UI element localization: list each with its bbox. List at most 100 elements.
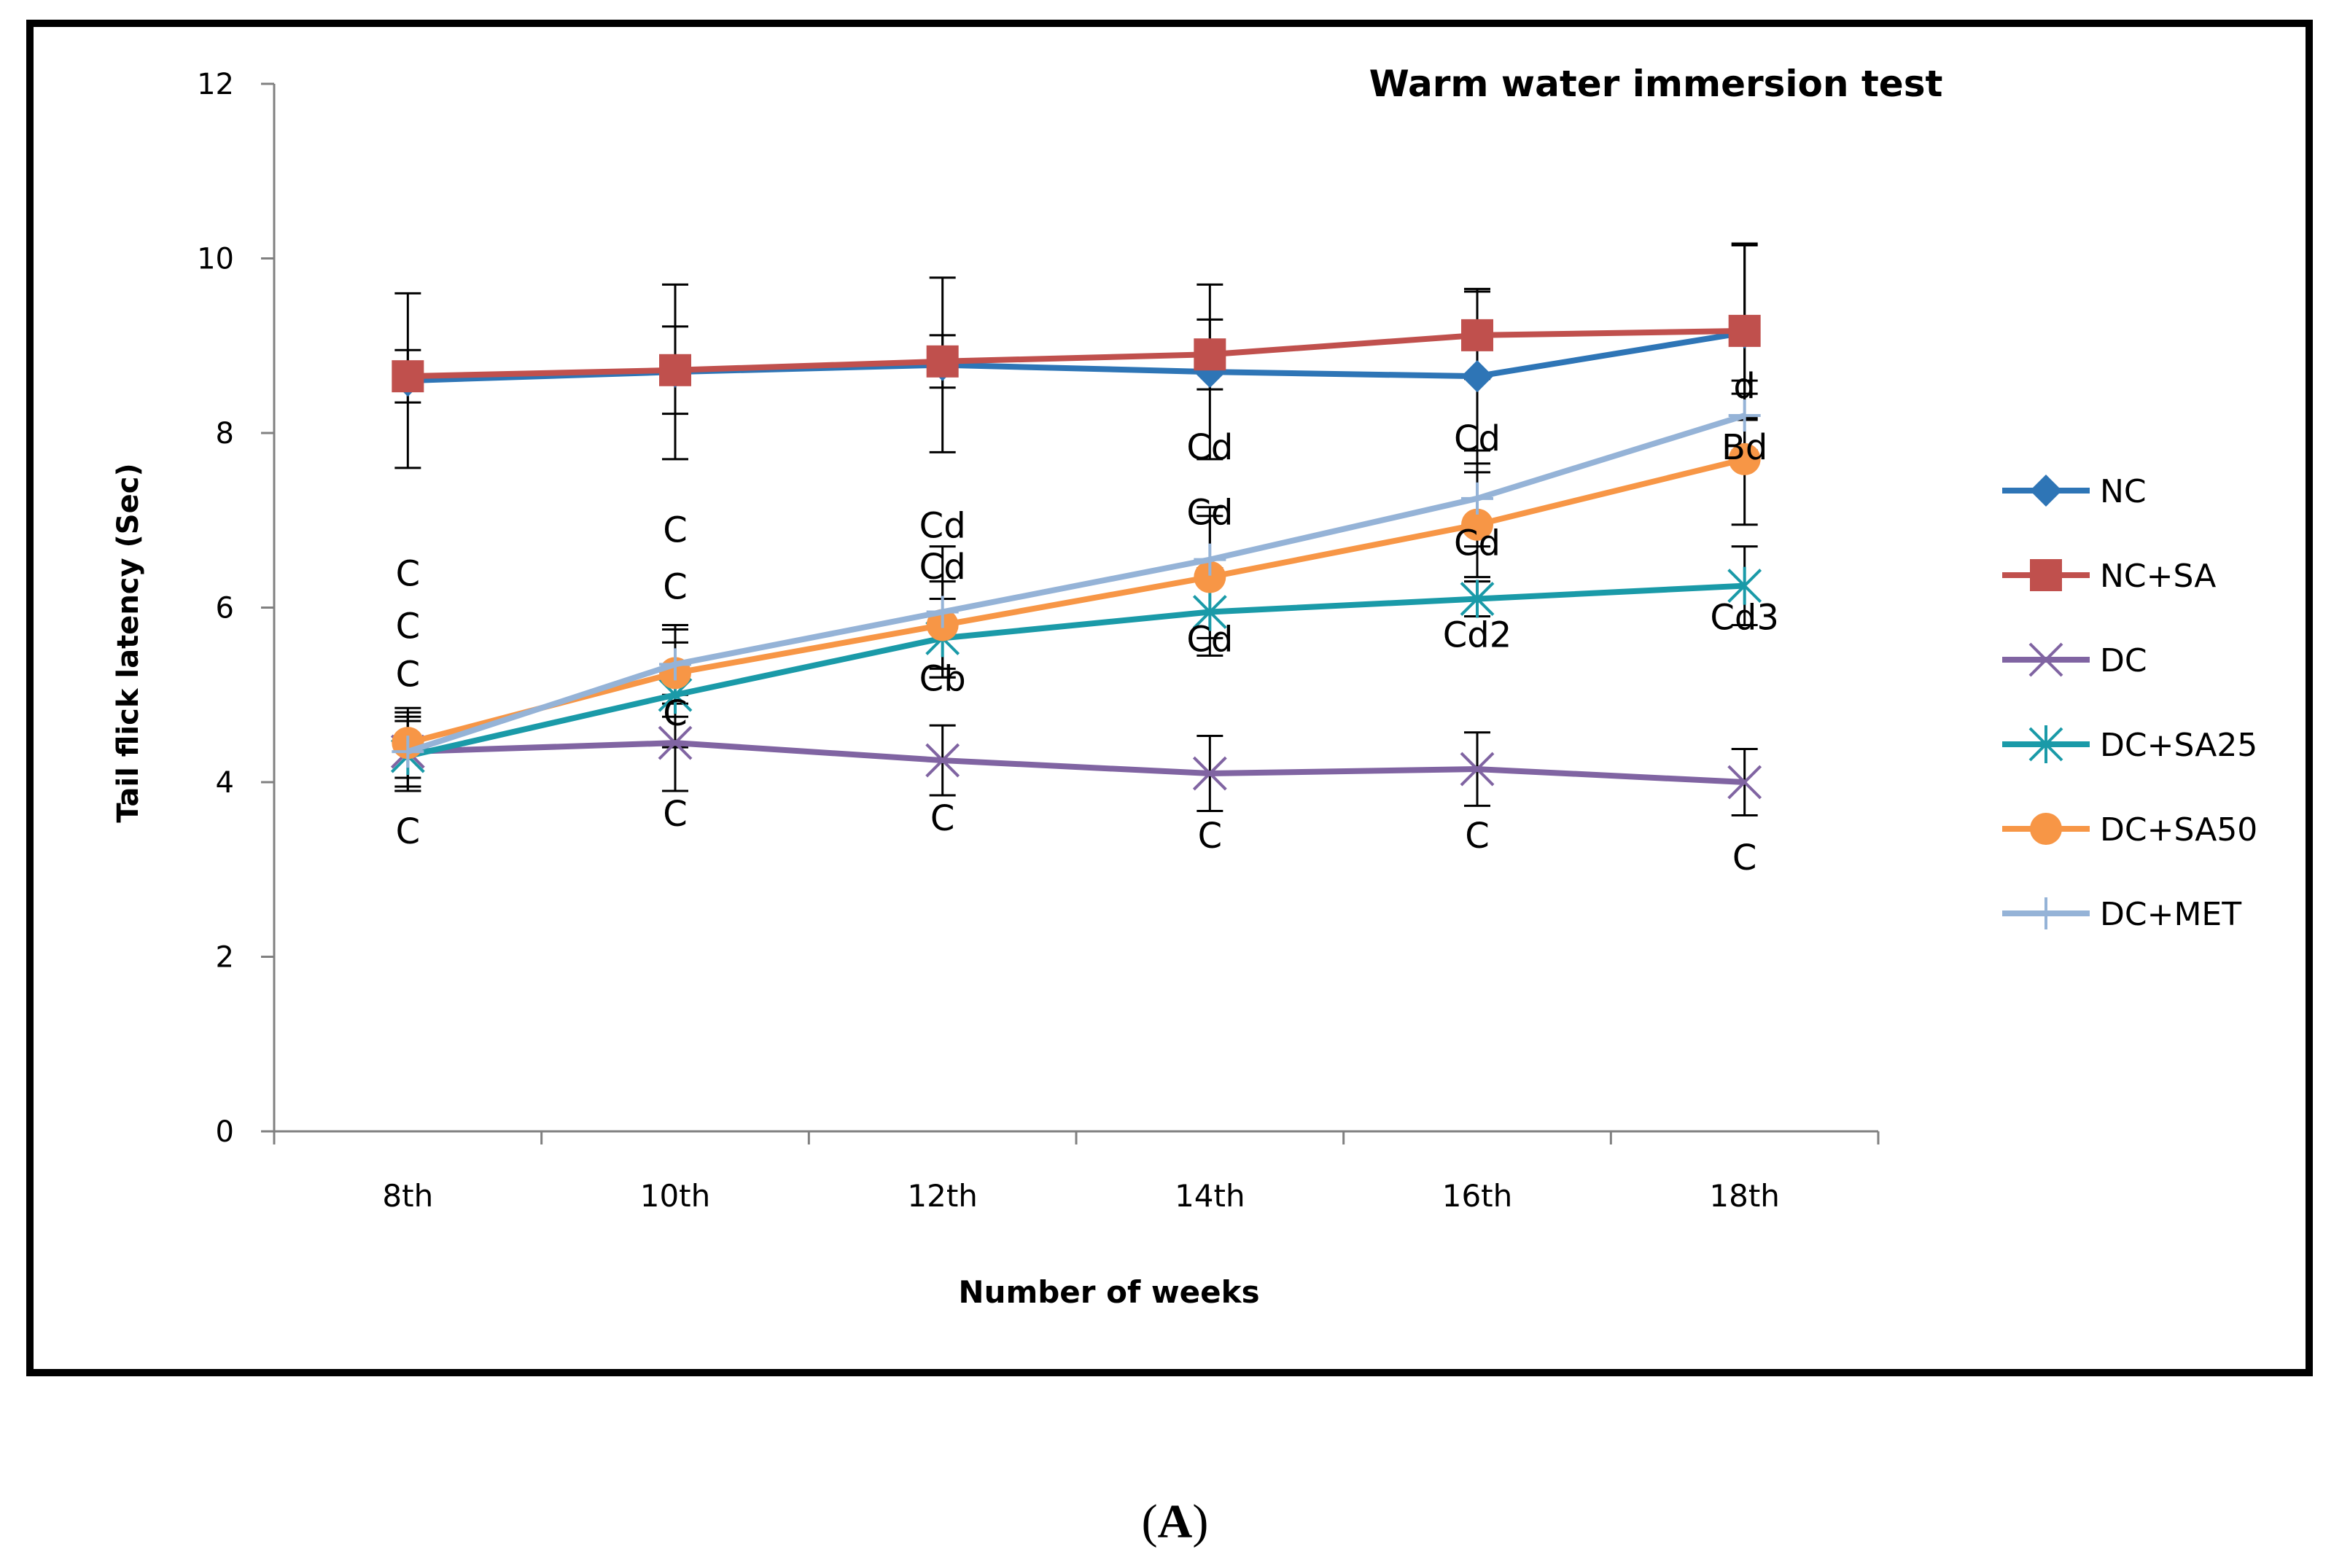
x-tick-label: 10th: [640, 1178, 711, 1214]
data-point-dc: [1460, 752, 1495, 787]
marker-shape: [1460, 752, 1495, 787]
legend-item-nc-sa: NC+SA: [2002, 558, 2216, 595]
data-point-nc-sa: [1461, 319, 1493, 351]
data-point-nc-sa: [392, 360, 424, 393]
data-point-nc-sa: [1728, 314, 1761, 347]
annotation-label: Cd3: [1710, 597, 1779, 638]
legend-label: DC+SA50: [2100, 811, 2257, 849]
series-line-dc-sa50: [407, 456, 1746, 746]
data-point-dc-met: [1461, 482, 1493, 515]
marker-shape: [2028, 642, 2063, 677]
x-tick-label: 12th: [907, 1178, 978, 1214]
marker-shape: [1192, 756, 1227, 791]
marker-shape: [1194, 338, 1226, 371]
data-point-dc-met: [392, 736, 424, 768]
marker-shape: [2030, 475, 2062, 507]
y-tick-label: 12: [197, 68, 234, 101]
series-line-nc-sa: [408, 327, 1745, 380]
data-point-dc-sa25: [1460, 580, 1495, 618]
legend: NC NC+SA DC DC+SA25 DC+SA50 DC+MET: [2002, 473, 2257, 933]
legend-label: NC: [2100, 473, 2147, 510]
marker-shape: [1194, 561, 1226, 593]
y-tick-label: 4: [216, 766, 234, 800]
legend-label: NC+SA: [2100, 558, 2216, 595]
x-tick-label: 14th: [1175, 1178, 1245, 1214]
marker-shape: [392, 360, 424, 393]
annotation-label: C: [396, 811, 421, 852]
marker-shape: [659, 354, 691, 386]
annotation-label: C: [396, 606, 421, 647]
legend-item-dc-met: DC+MET: [2002, 896, 2241, 933]
legend-item-nc: NC: [2002, 473, 2147, 510]
data-point-dc: [1192, 756, 1227, 791]
panel-label-letter: A: [1157, 1495, 1193, 1548]
marker-shape: [1461, 360, 1493, 393]
y-axis-title: Tail flick latency (Sec): [112, 463, 145, 822]
annotation-label: C: [1732, 838, 1757, 878]
annotation-label: Cb: [919, 658, 966, 699]
y-tick-label: 10: [197, 243, 234, 276]
legend-label: DC+MET: [2100, 896, 2241, 933]
marker-shape: [926, 345, 959, 378]
legend-item-dc-sa50: DC+SA50: [2002, 811, 2257, 849]
chart-frame: Warm water immersion test Tail flick lat…: [26, 20, 2313, 1376]
marker-shape: [1461, 319, 1493, 351]
legend-swatch-marker: [2028, 642, 2063, 677]
annotation-label: C: [663, 794, 688, 835]
x-tick-label: 8th: [382, 1178, 433, 1214]
annotation-label: C: [663, 693, 688, 734]
data-point-dc-met: [1728, 399, 1761, 432]
marker-shape: [1727, 765, 1762, 800]
annotation-label: Cd: [1454, 523, 1501, 564]
series-line-dc-sa25: [407, 582, 1745, 759]
annotation-label: C: [396, 554, 421, 595]
legend-item-dc-sa25: DC+SA25: [2002, 725, 2257, 764]
y-tick-label: 2: [216, 941, 234, 975]
legend-label: DC+SA25: [2100, 727, 2257, 764]
chart-title: Warm water immersion test: [1369, 63, 1943, 105]
series-line-dc: [408, 740, 1745, 785]
data-point-dc: [1727, 765, 1762, 800]
annotation-label: Cd: [919, 506, 966, 547]
panel-label-close: ): [1192, 1495, 1209, 1548]
annotation-label: Cd: [919, 547, 966, 588]
marker-shape: [1461, 508, 1493, 541]
data-point-nc-sa: [659, 354, 691, 386]
chart-svg: Warm water immersion test Tail flick lat…: [112, 63, 2257, 1310]
y-tick-label: 6: [216, 592, 234, 625]
legend-swatch-marker: [2030, 813, 2062, 845]
marker-shape: [1728, 442, 1761, 475]
series-line-dc-met: [407, 413, 1746, 754]
annotation-label: C: [1198, 816, 1223, 857]
annotation-label: Cd: [1186, 619, 1233, 660]
annotation-label: C: [663, 567, 688, 608]
data-point-nc-sa: [1194, 338, 1226, 371]
annotation-label: C: [930, 798, 955, 839]
marker-shape: [2030, 813, 2062, 845]
annotation-label: Cd: [1454, 418, 1501, 459]
x-axis-title: Number of weeks: [958, 1274, 1259, 1310]
annotation-label: Cd: [1186, 427, 1233, 468]
y-tick-label: 0: [216, 1115, 234, 1149]
data-point-dc: [658, 725, 693, 760]
annotation-label: Cd2: [1443, 615, 1512, 655]
panel-label: (A): [0, 1494, 2350, 1550]
x-tick-label: 18th: [1709, 1178, 1780, 1214]
data-point-dc: [925, 743, 960, 778]
annotation-label: Bd: [1721, 427, 1767, 468]
data-point-dc-sa50: [1728, 442, 1761, 475]
legend-item-dc: DC: [2002, 642, 2147, 679]
data-point-nc: [1461, 360, 1493, 393]
annotation-label: C: [396, 654, 421, 695]
y-tick-label: 8: [216, 417, 234, 450]
legend-swatch-marker: [2028, 725, 2063, 763]
data-point-dc-met: [926, 596, 959, 628]
data-point-dc-met: [659, 648, 691, 681]
data-point-dc-sa25: [1192, 593, 1227, 631]
marker-shape: [2030, 559, 2062, 591]
annotation-label: Cd: [1186, 493, 1233, 534]
marker-shape: [925, 743, 960, 778]
data-point-nc-sa: [926, 345, 959, 378]
data-point-dc-sa50: [1194, 561, 1226, 593]
